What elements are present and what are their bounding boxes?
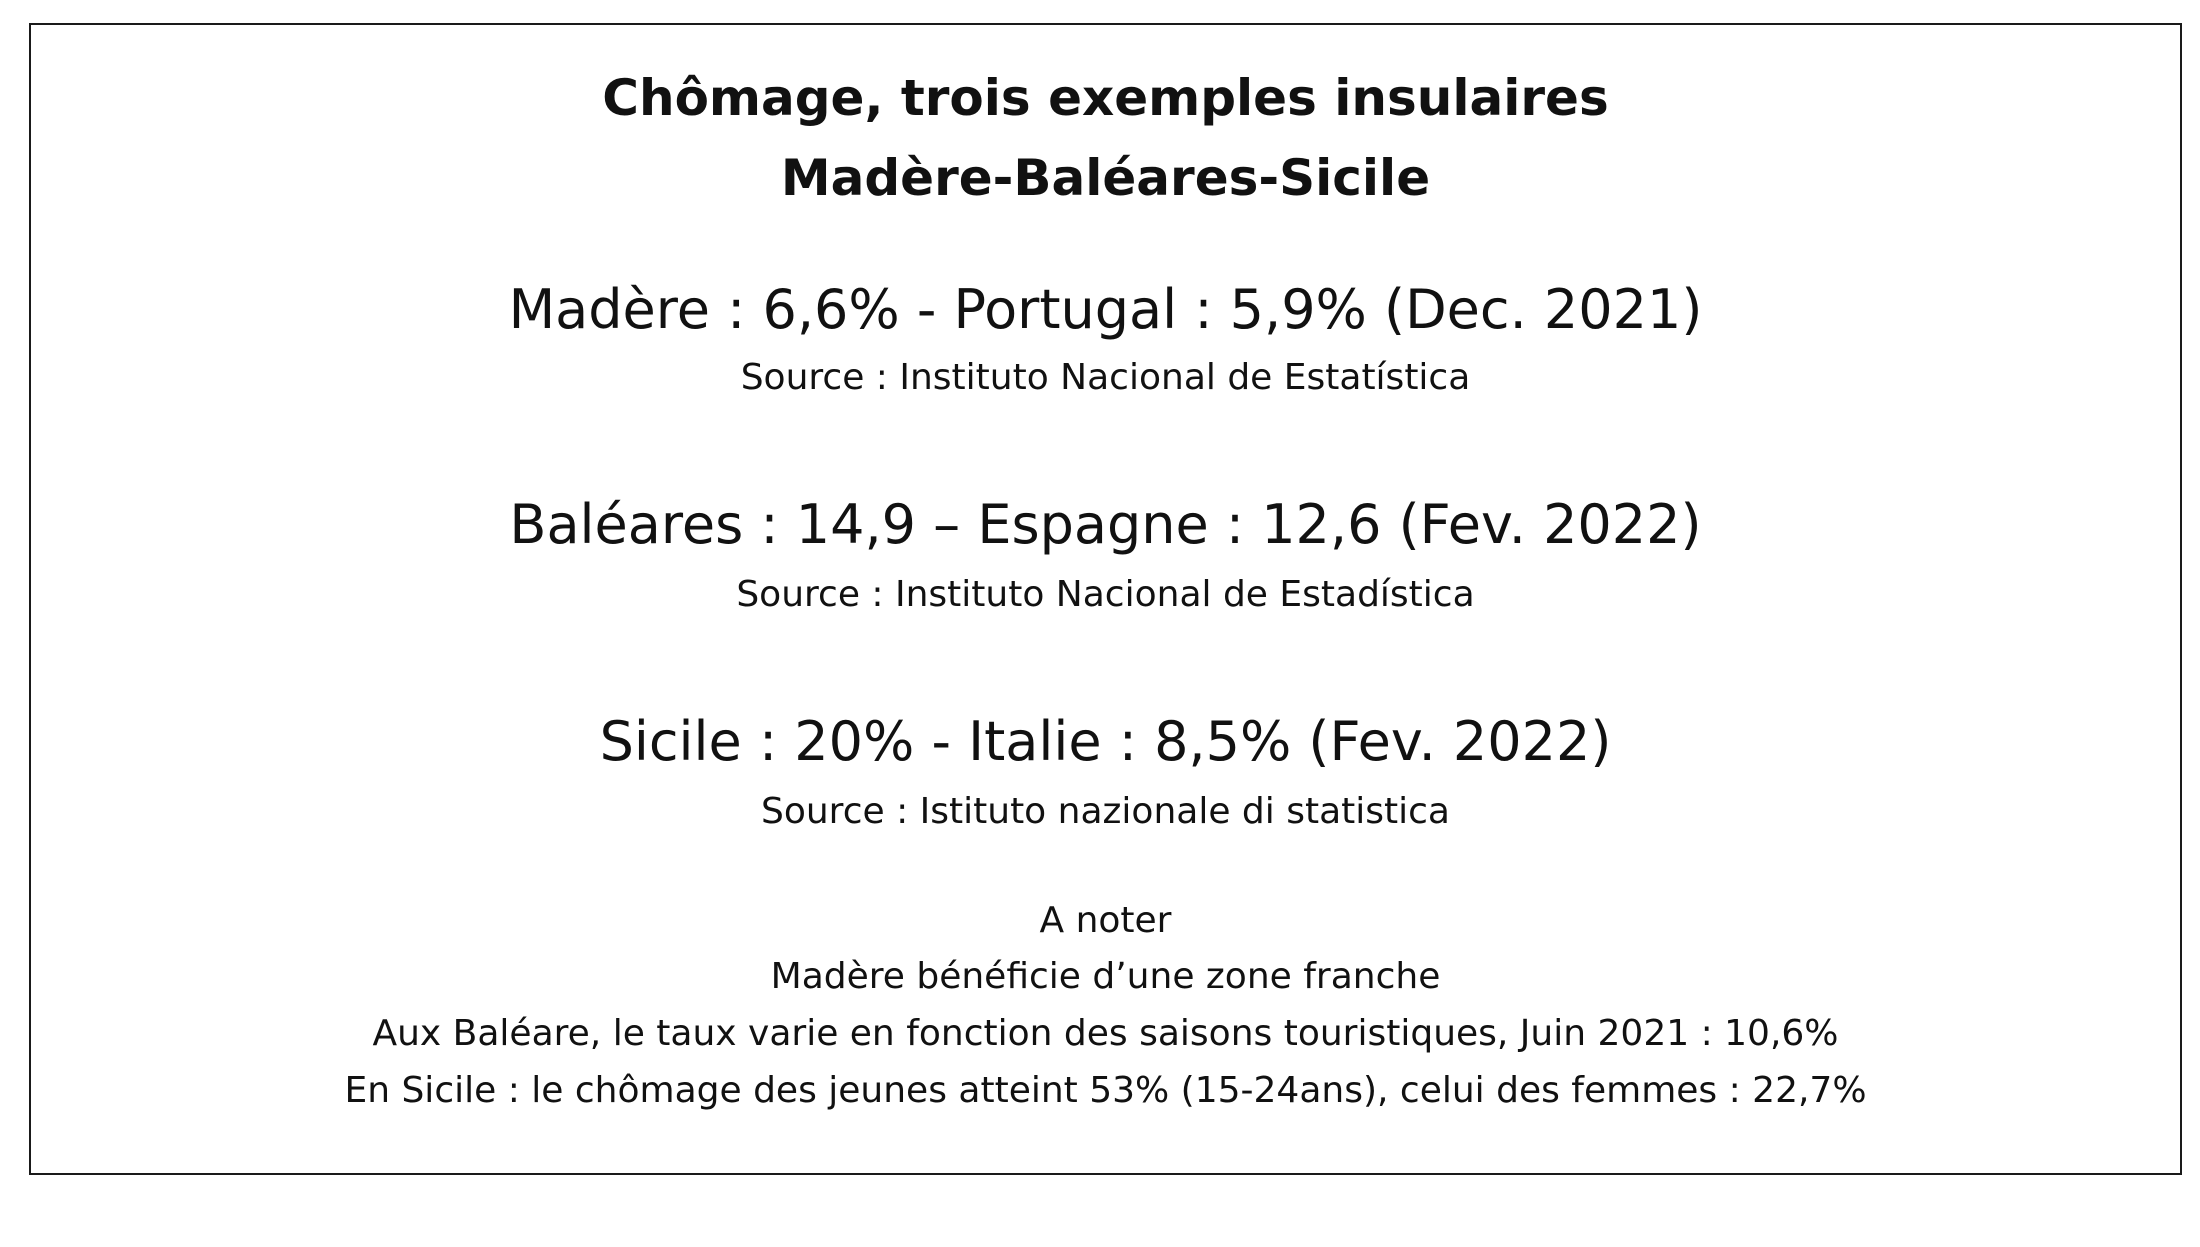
note-line: Aux Baléare, le taux varie en fonction d… <box>372 1013 1839 1054</box>
note-line: Madère bénéficie d’une zone franche <box>770 956 1441 997</box>
title-line-2: Madère-Baléares-Sicile <box>780 149 1431 207</box>
note-line: En Sicile : le chômage des jeunes attein… <box>344 1070 1867 1111</box>
content-frame: Chômage, trois exemples insulaires Madèr… <box>29 23 2182 1175</box>
stat-sicile: Sicile : 20% - Italie : 8,5% (Fev. 2022) <box>599 710 1612 773</box>
stat-madeira: Madère : 6,6% - Portugal : 5,9% (Dec. 20… <box>508 278 1703 341</box>
title-line-1: Chômage, trois exemples insulaires <box>602 69 1609 127</box>
source-sicile: Source : Istituto nazionale di statistic… <box>760 791 1450 832</box>
source-baleares: Source : Instituto Nacional de Estadísti… <box>736 574 1475 615</box>
notes-heading: A noter <box>1039 900 1172 941</box>
stat-baleares: Baléares : 14,9 – Espagne : 12,6 (Fev. 2… <box>509 493 1702 556</box>
source-madeira: Source : Instituto Nacional de Estatísti… <box>740 357 1471 398</box>
